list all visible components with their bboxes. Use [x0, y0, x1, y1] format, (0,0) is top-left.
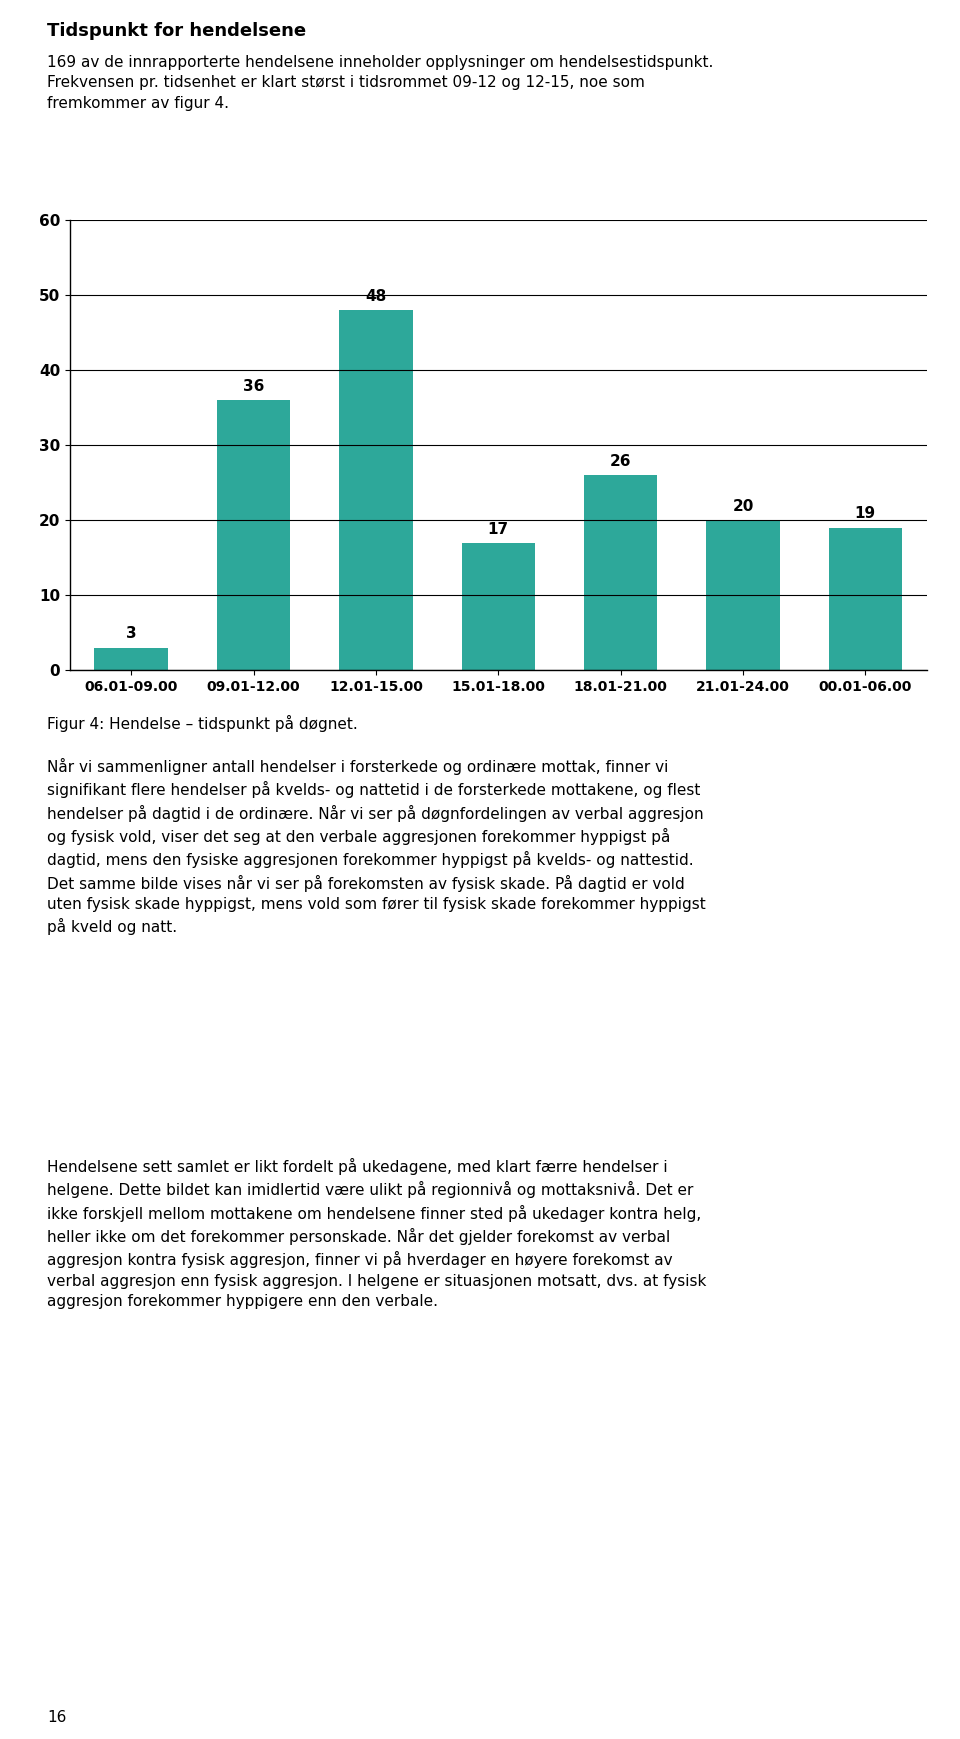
Bar — [217, 400, 290, 670]
Text: 3: 3 — [126, 626, 136, 642]
Text: Hendelsene sett samlet er likt fordelt på ukedagene, med klart færre hendelser i: Hendelsene sett samlet er likt fordelt p… — [47, 1158, 707, 1309]
Text: Tidspunkt for hendelsene: Tidspunkt for hendelsene — [47, 23, 306, 40]
Text: 16: 16 — [47, 1709, 66, 1725]
Text: 48: 48 — [365, 289, 387, 304]
Bar — [94, 647, 168, 670]
Text: Når vi sammenligner antall hendelser i forsterkede og ordinære mottak, finner vi: Når vi sammenligner antall hendelser i f… — [47, 758, 706, 936]
Text: 26: 26 — [610, 454, 632, 470]
Text: 36: 36 — [243, 379, 264, 395]
Bar — [462, 543, 535, 670]
Bar — [339, 310, 413, 670]
Bar — [584, 475, 658, 670]
Text: 20: 20 — [732, 499, 754, 515]
Text: 17: 17 — [488, 522, 509, 537]
Bar — [707, 520, 780, 670]
Bar — [828, 527, 902, 670]
Text: 19: 19 — [854, 506, 876, 522]
Text: 169 av de innrapporterte hendelsene inneholder opplysninger om hendelsestidspunk: 169 av de innrapporterte hendelsene inne… — [47, 56, 713, 111]
Text: Figur 4: Hendelse – tidspunkt på døgnet.: Figur 4: Hendelse – tidspunkt på døgnet. — [47, 715, 358, 732]
